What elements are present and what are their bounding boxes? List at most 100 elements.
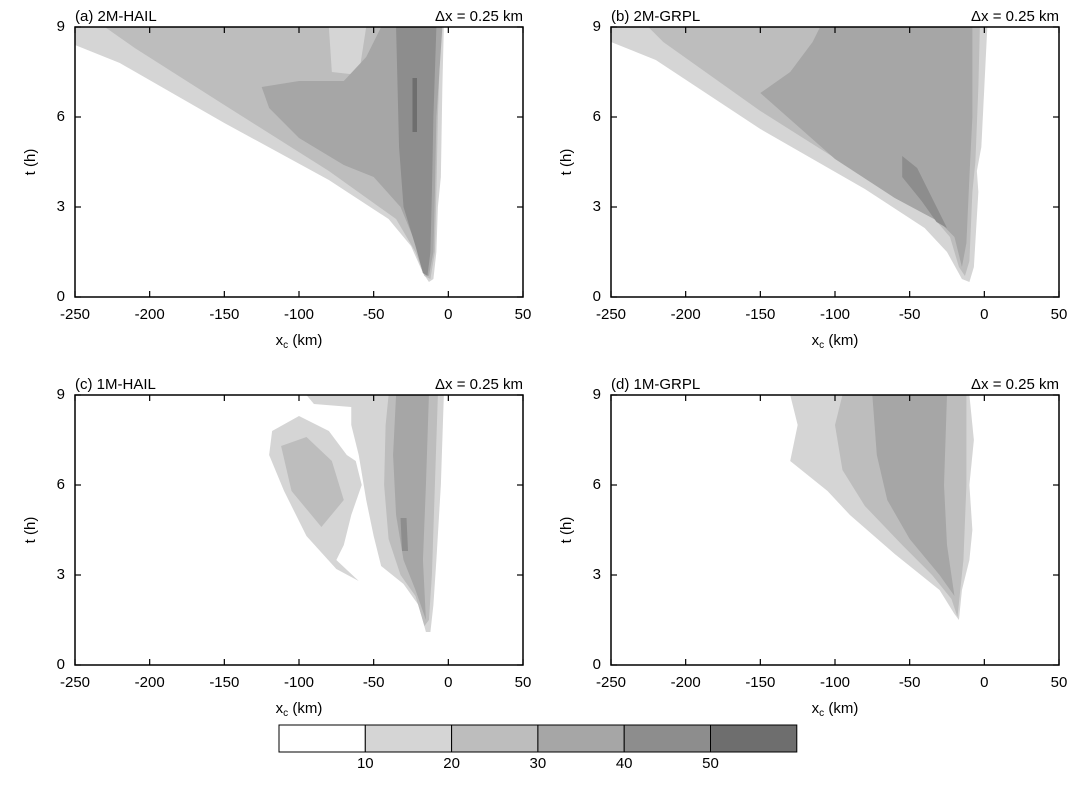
panel-title: (b) 2M-GRPL bbox=[611, 8, 700, 25]
panel-title: (d) 1M-GRPL bbox=[611, 376, 700, 393]
y-tick-label: 3 bbox=[57, 198, 65, 215]
x-tick-label: 50 bbox=[515, 674, 532, 691]
x-tick-label: -100 bbox=[820, 306, 850, 323]
x-axis-label: xc (km) bbox=[812, 332, 859, 351]
y-tick-label: 6 bbox=[57, 476, 65, 493]
panel-annotation: Δx = 0.25 km bbox=[971, 8, 1059, 25]
x-axis-label: xc (km) bbox=[276, 700, 323, 719]
contour-region bbox=[400, 518, 409, 551]
contour-region bbox=[281, 437, 344, 527]
x-tick-label: -200 bbox=[671, 306, 701, 323]
contour-region bbox=[306, 395, 359, 407]
x-label-main: x bbox=[276, 700, 284, 717]
contours bbox=[790, 395, 974, 620]
x-tick-label: 0 bbox=[444, 674, 452, 691]
x-tick-label: -250 bbox=[60, 306, 90, 323]
x-label-sub: c bbox=[283, 340, 288, 351]
colorbar-box bbox=[537, 724, 625, 753]
x-tick-label: -50 bbox=[363, 674, 385, 691]
y-axis-label: t (h) bbox=[22, 517, 39, 544]
x-tick-label: -200 bbox=[671, 674, 701, 691]
panel-annotation: Δx = 0.25 km bbox=[435, 8, 523, 25]
colorbar-label: 40 bbox=[616, 755, 633, 772]
y-tick-label: 0 bbox=[57, 656, 65, 673]
x-label-unit: (km) bbox=[824, 700, 858, 717]
x-tick-label: -50 bbox=[899, 674, 921, 691]
contours bbox=[269, 395, 444, 632]
x-tick-label: -200 bbox=[135, 306, 165, 323]
y-axis-label: t (h) bbox=[22, 149, 39, 176]
x-tick-label: 50 bbox=[1051, 674, 1068, 691]
colorbar: 10 20 30 40 50 bbox=[278, 724, 798, 772]
y-tick-label: 0 bbox=[593, 656, 601, 673]
contour-region bbox=[872, 395, 955, 596]
x-label-unit: (km) bbox=[288, 332, 322, 349]
x-label-sub: c bbox=[819, 340, 824, 351]
x-tick-label: -150 bbox=[745, 674, 775, 691]
y-tick-label: 6 bbox=[57, 108, 65, 125]
y-tick-label: 0 bbox=[593, 288, 601, 305]
panel-annotation: Δx = 0.25 km bbox=[971, 376, 1059, 393]
x-tick-label: -50 bbox=[363, 306, 385, 323]
x-label-main: x bbox=[276, 332, 284, 349]
contour-region bbox=[760, 27, 973, 267]
x-tick-label: -150 bbox=[209, 306, 239, 323]
x-tick-label: -200 bbox=[135, 674, 165, 691]
panel: -250 -200 -150 -100 -50 0 50 0 3 6 9 (c) 1M-HAIL Δx … bbox=[22, 376, 531, 719]
y-tick-label: 9 bbox=[57, 386, 65, 403]
x-label-main: x bbox=[812, 332, 820, 349]
panel: -250 -200 -150 -100 -50 0 50 0 3 6 9 (a) 2M-HAIL Δx … bbox=[22, 8, 531, 351]
panel-title: (a) 2M-HAIL bbox=[75, 8, 157, 25]
contour-region bbox=[393, 395, 429, 620]
panel-annotation: Δx = 0.25 km bbox=[435, 376, 523, 393]
colorbar-label: 20 bbox=[443, 755, 460, 772]
contour-region bbox=[396, 27, 437, 276]
x-tick-label: 0 bbox=[444, 306, 452, 323]
y-tick-label: 3 bbox=[57, 566, 65, 583]
x-tick-label: -250 bbox=[60, 674, 90, 691]
contour-region bbox=[261, 27, 443, 276]
colorbar-label: 30 bbox=[530, 755, 547, 772]
y-tick-label: 9 bbox=[593, 18, 601, 35]
contours bbox=[611, 27, 988, 282]
x-tick-label: 50 bbox=[1051, 306, 1068, 323]
x-tick-label: -100 bbox=[820, 674, 850, 691]
x-label-sub: c bbox=[283, 708, 288, 719]
colorbar-box bbox=[364, 724, 453, 753]
x-label-main: x bbox=[812, 700, 820, 717]
colorbar-box bbox=[623, 724, 712, 753]
x-tick-label: -150 bbox=[745, 306, 775, 323]
contour-region bbox=[902, 156, 947, 228]
y-tick-label: 9 bbox=[57, 18, 65, 35]
x-tick-label: 50 bbox=[515, 306, 532, 323]
x-axis-label: xc (km) bbox=[812, 700, 859, 719]
x-tick-label: -150 bbox=[209, 674, 239, 691]
x-tick-label: 0 bbox=[980, 674, 988, 691]
x-label-unit: (km) bbox=[288, 700, 322, 717]
panel: -250 -200 -150 -100 -50 0 50 0 3 6 9 (b) 2M-GRPL Δx … bbox=[558, 8, 1067, 351]
y-tick-label: 6 bbox=[593, 108, 601, 125]
x-tick-label: -50 bbox=[899, 306, 921, 323]
y-tick-label: 0 bbox=[57, 288, 65, 305]
colorbar-label: 10 bbox=[357, 755, 374, 772]
x-label-sub: c bbox=[819, 708, 824, 719]
colorbar-box bbox=[278, 724, 366, 753]
y-tick-label: 9 bbox=[593, 386, 601, 403]
y-tick-label: 3 bbox=[593, 198, 601, 215]
x-tick-label: 0 bbox=[980, 306, 988, 323]
x-tick-label: -100 bbox=[284, 306, 314, 323]
colorbar-box bbox=[451, 724, 539, 753]
x-axis-label: xc (km) bbox=[276, 332, 323, 351]
y-tick-label: 3 bbox=[593, 566, 601, 583]
contours bbox=[75, 27, 444, 282]
x-label-unit: (km) bbox=[824, 332, 858, 349]
y-tick-label: 6 bbox=[593, 476, 601, 493]
y-axis-label: t (h) bbox=[558, 149, 575, 176]
x-tick-label: -250 bbox=[596, 674, 626, 691]
colorbar-label: 50 bbox=[702, 755, 719, 772]
contour-region bbox=[412, 78, 417, 132]
panel-title: (c) 1M-HAIL bbox=[75, 376, 156, 393]
x-tick-label: -250 bbox=[596, 306, 626, 323]
colorbar-box bbox=[710, 724, 798, 753]
